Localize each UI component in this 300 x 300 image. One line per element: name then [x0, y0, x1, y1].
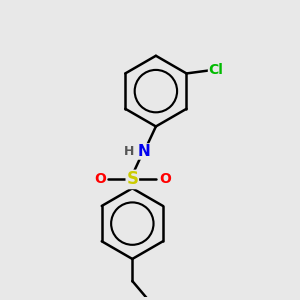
Text: Cl: Cl — [208, 64, 224, 77]
Text: O: O — [159, 172, 171, 186]
Text: H: H — [124, 145, 135, 158]
Text: N: N — [138, 144, 151, 159]
Text: O: O — [94, 172, 106, 186]
Text: S: S — [126, 170, 138, 188]
